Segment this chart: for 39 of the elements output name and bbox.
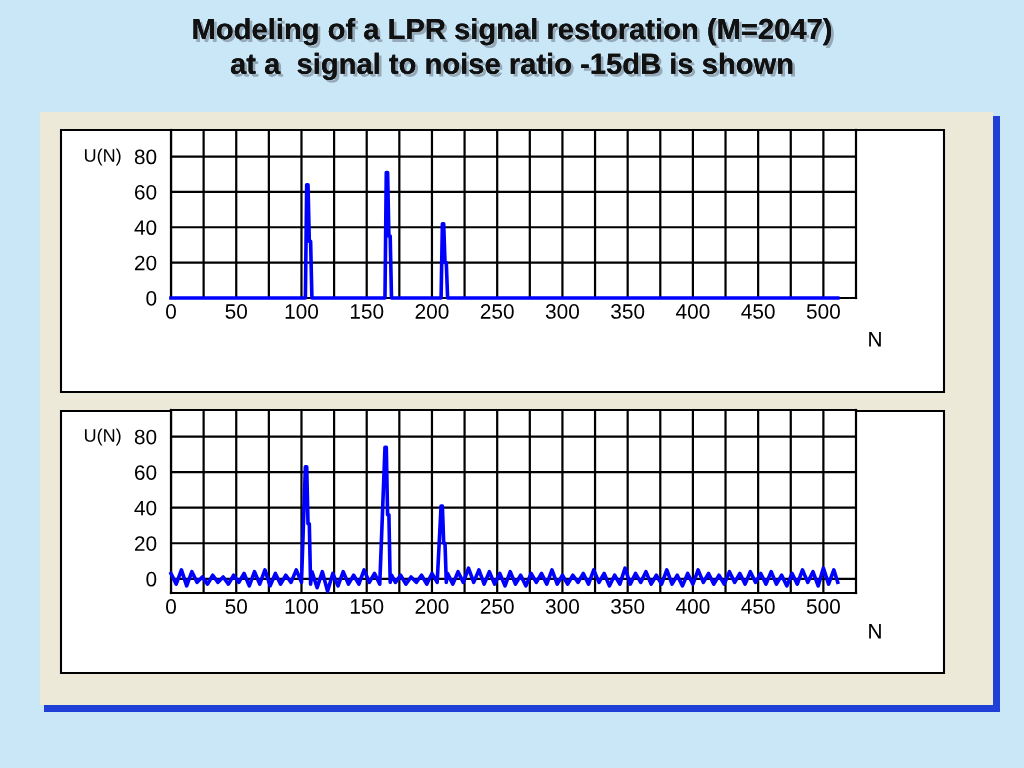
x-tick-label: 250	[480, 599, 514, 614]
x-axis-title: N	[869, 332, 881, 347]
x-axis-title: N	[869, 624, 881, 639]
chart-title: Modeling of a LPR signal restoration (M=2047) at a signal to noise ratio -15dB is shown	[193, 17, 834, 83]
y-tick-label: 40	[134, 220, 157, 236]
x-tick-label: 100	[285, 304, 319, 319]
x-tick-label: 150	[350, 599, 384, 614]
x-tick-label: 300	[545, 304, 579, 319]
y-tick-label: 60	[135, 465, 157, 480]
y-tick-label: 0	[146, 291, 157, 306]
y-tick-label: 80	[134, 429, 157, 445]
x-tick-label: 100	[285, 599, 319, 614]
line-series	[169, 170, 840, 300]
x-tick-label: 150	[350, 304, 384, 319]
y-tick-label: 20	[134, 255, 157, 271]
x-tick-label: 450	[741, 599, 775, 614]
y-tick-label: 40	[134, 500, 157, 516]
y-axis-title: U(N)	[84, 428, 121, 446]
x-tick-label: 250	[480, 304, 514, 319]
line-series	[169, 445, 840, 594]
y-axis-title: U(N)	[84, 148, 121, 166]
x-tick-label: 500	[806, 304, 840, 319]
x-tick-label: 300	[545, 599, 579, 614]
x-tick-label: 400	[676, 599, 710, 614]
x-tick-label: 0	[166, 599, 176, 614]
x-tick-label: 50	[225, 304, 248, 319]
x-tick-label: 0	[166, 304, 176, 319]
x-tick-label: 400	[676, 304, 710, 319]
x-tick-label: 200	[415, 304, 449, 319]
x-tick-label: 500	[806, 599, 840, 614]
y-tick-label: 20	[134, 536, 157, 552]
x-tick-label: 200	[415, 599, 449, 614]
x-tick-label: 350	[611, 304, 645, 319]
x-tick-label: 50	[225, 599, 248, 614]
y-tick-label: 0	[146, 571, 157, 587]
y-tick-label: 60	[135, 184, 157, 200]
x-tick-label: 350	[611, 599, 645, 614]
x-tick-label: 450	[741, 304, 775, 319]
y-tick-label: 80	[134, 149, 157, 165]
